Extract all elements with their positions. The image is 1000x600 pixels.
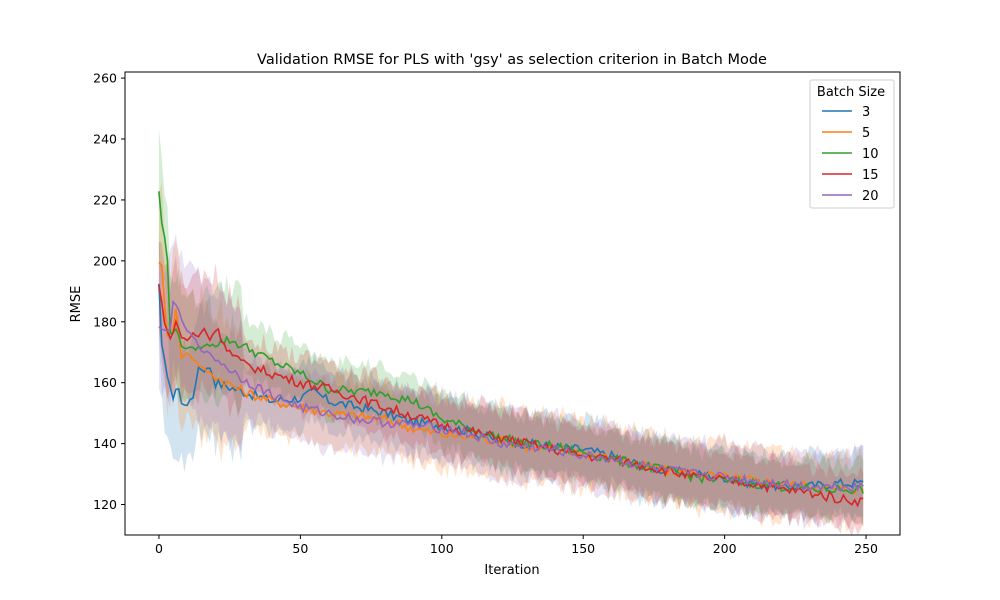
y-tick-label: 160	[93, 375, 117, 390]
legend-title: Batch Size	[817, 85, 885, 100]
band-series-5	[158, 182, 864, 533]
legend-label-3: 3	[862, 105, 870, 120]
legend-label-20: 20	[862, 189, 879, 204]
y-tick-label: 180	[93, 314, 117, 329]
band-series-20	[158, 233, 864, 530]
legend-label-10: 10	[862, 147, 879, 162]
y-tick-label: 240	[93, 132, 117, 147]
y-tick-label: 220	[93, 192, 117, 207]
legend-label-5: 5	[862, 126, 870, 141]
x-tick-label: 250	[854, 541, 878, 556]
series-lines	[158, 191, 864, 508]
y-axis-ticks: 120 140 160 180 200 220 240 260	[93, 71, 125, 512]
legend-items: 3 5 10 15 20	[822, 105, 879, 204]
x-tick-label: 0	[155, 541, 163, 556]
x-axis-label: Iteration	[484, 563, 539, 578]
legend: Batch Size 3 5 10 15 20	[809, 79, 895, 209]
confidence-bands	[158, 128, 864, 537]
line-series-15	[158, 284, 864, 508]
x-tick-label: 100	[430, 541, 454, 556]
line-series-20	[158, 299, 864, 493]
x-axis-ticks: 0 50 100 150 200 250	[155, 535, 878, 556]
line-series-5	[158, 261, 864, 495]
x-tick-label: 150	[571, 541, 595, 556]
y-tick-label: 120	[93, 497, 117, 512]
band-series-15	[158, 241, 864, 537]
band-series-3	[158, 230, 864, 527]
x-tick-label: 50	[292, 541, 308, 556]
x-tick-label: 200	[713, 541, 737, 556]
y-tick-label: 200	[93, 253, 117, 268]
chart-title: Validation RMSE for PLS with 'gsy' as se…	[257, 52, 767, 68]
legend-label-15: 15	[862, 168, 879, 183]
y-tick-label: 140	[93, 436, 117, 451]
y-axis-label: RMSE	[69, 286, 84, 323]
legend-box	[809, 79, 895, 209]
plot-frame	[124, 71, 901, 536]
y-tick-label: 260	[93, 71, 117, 86]
